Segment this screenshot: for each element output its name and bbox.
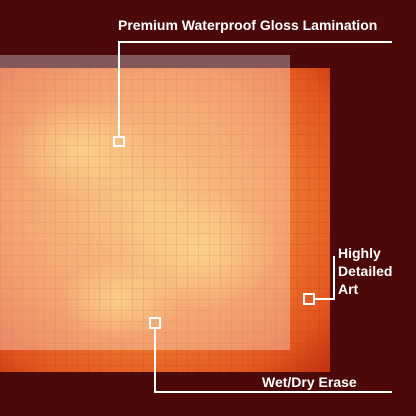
callout-label: Art <box>338 281 359 297</box>
callout-lines <box>113 41 392 393</box>
callout-label: Premium Waterproof Gloss Lamination <box>118 17 377 33</box>
callout-label: Detailed <box>338 263 392 279</box>
callout-label: Wet/Dry Erase <box>262 374 357 390</box>
battle-mat <box>0 68 330 372</box>
callout-label: Highly <box>338 245 381 261</box>
lamination-overlay <box>0 55 290 350</box>
